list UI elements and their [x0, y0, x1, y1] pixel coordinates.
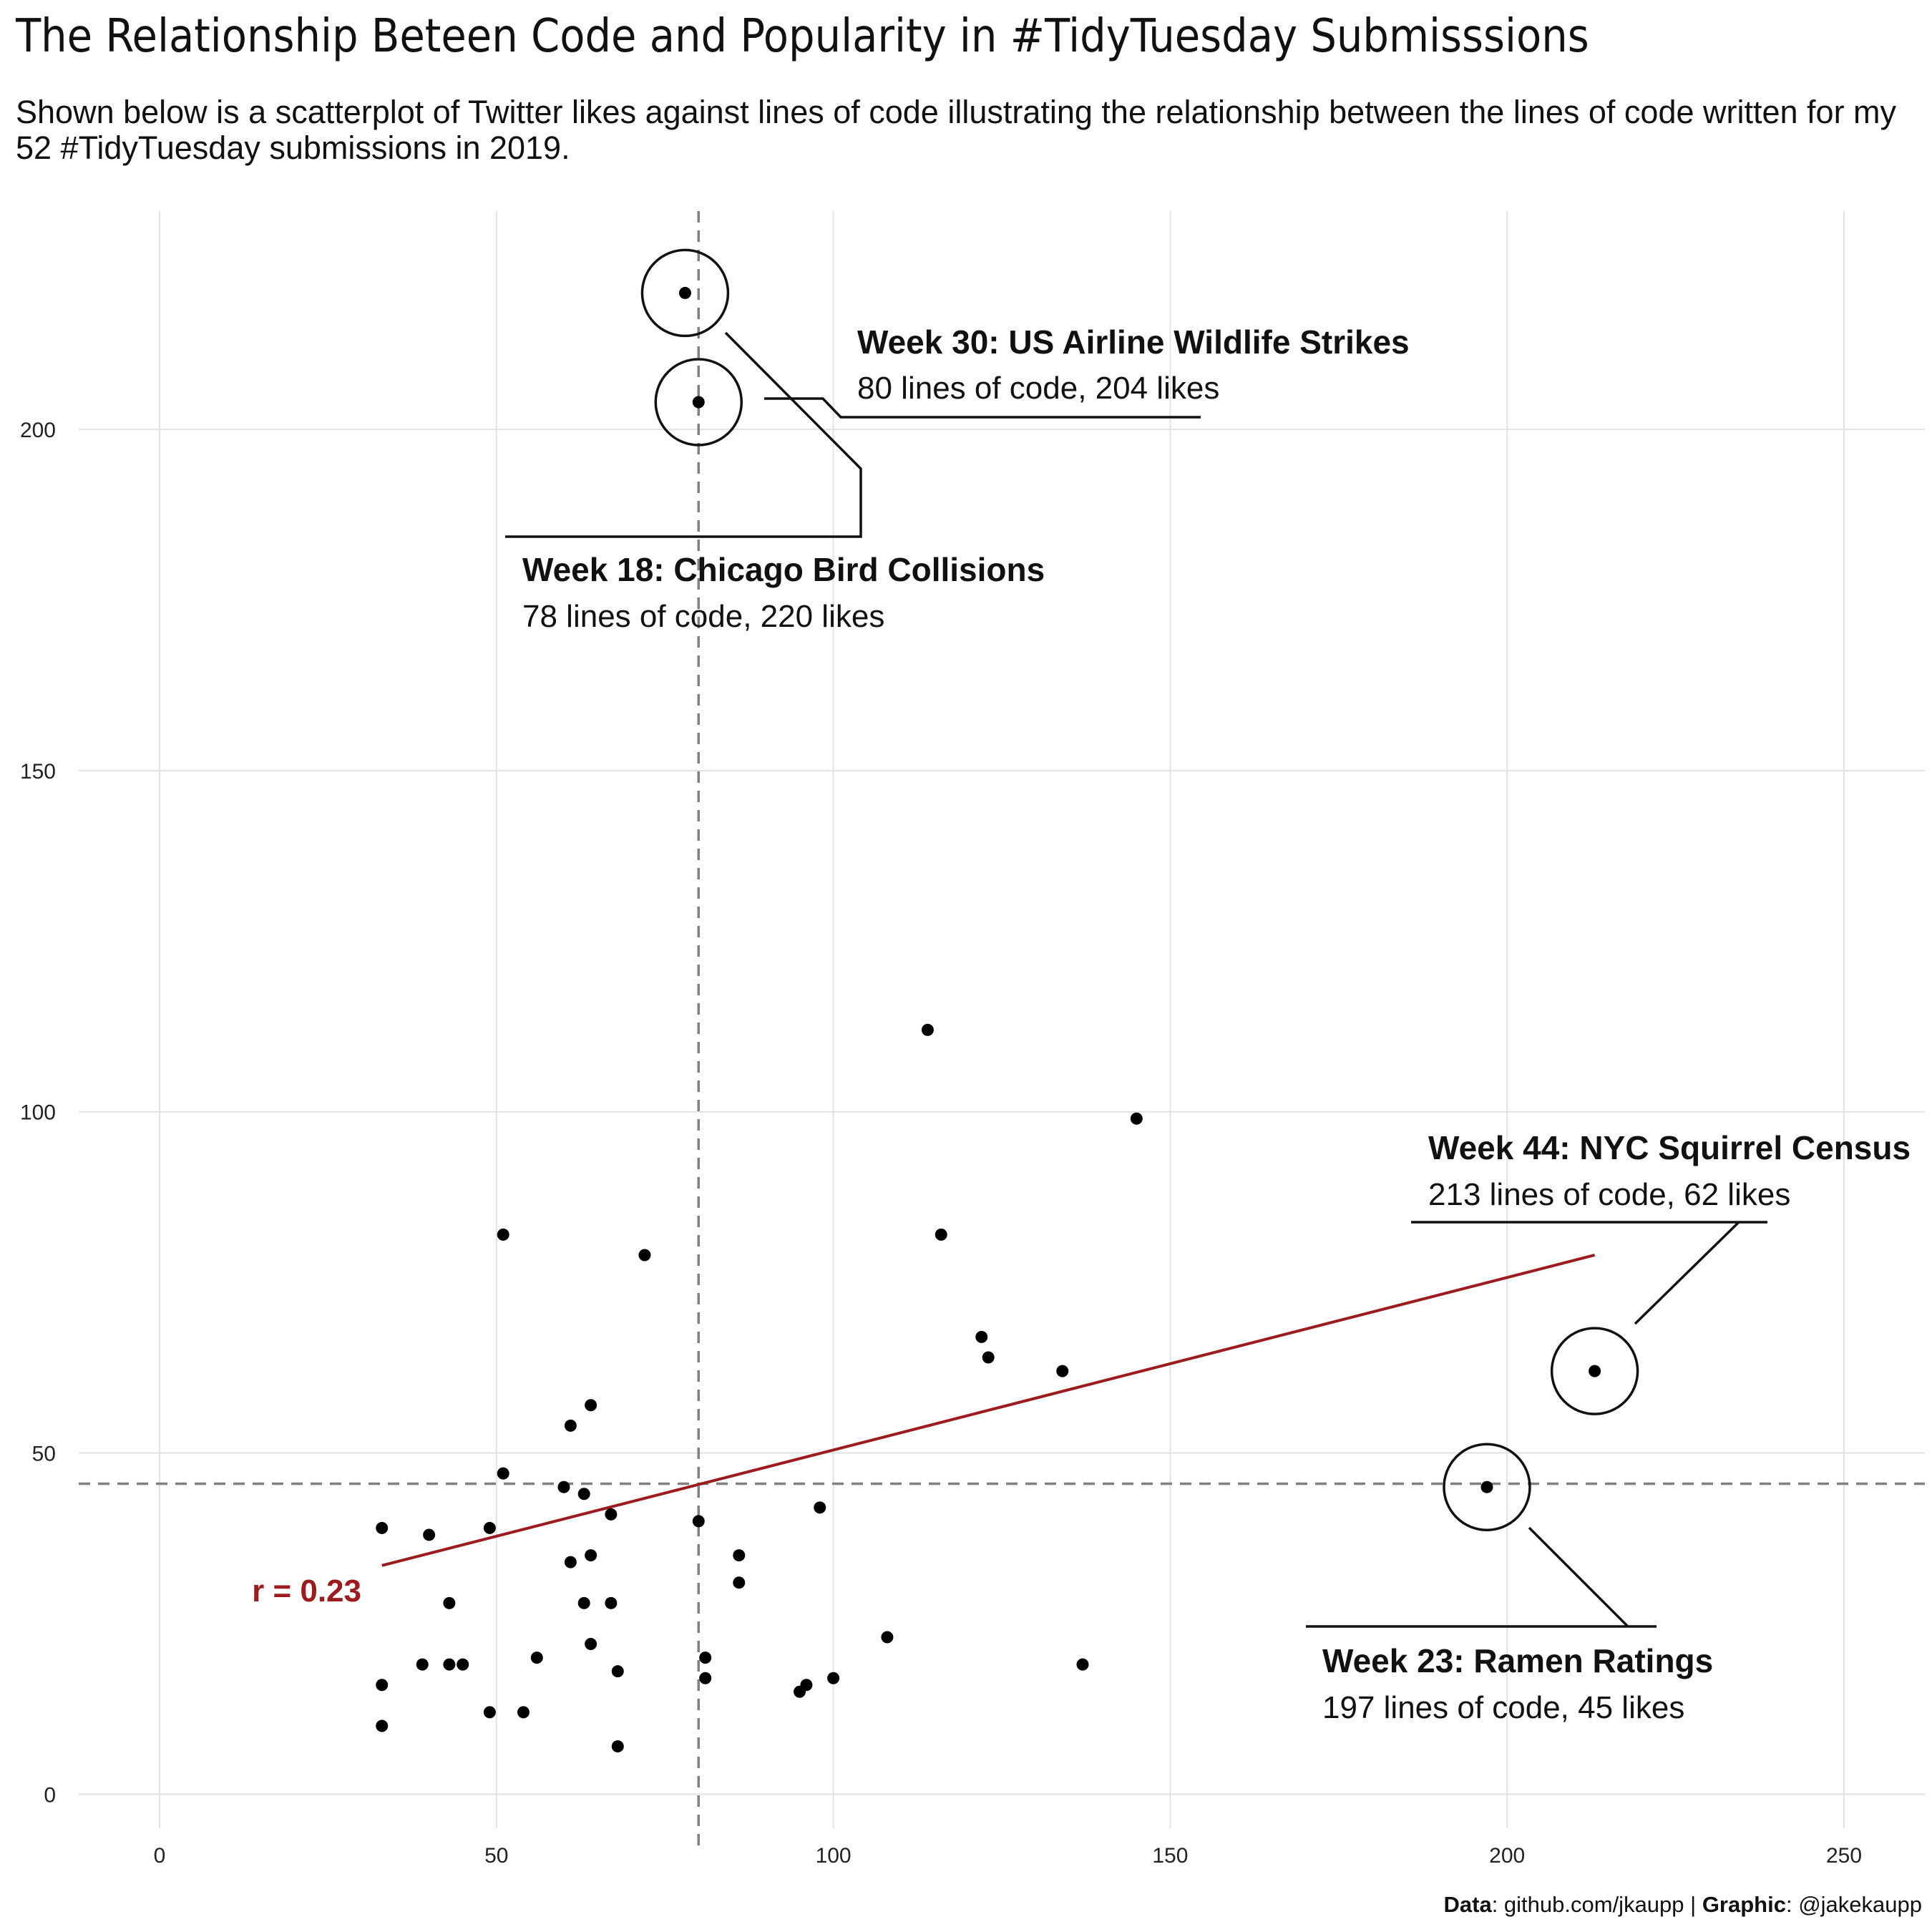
data-point [585, 1549, 597, 1562]
data-point [794, 1685, 806, 1698]
x-tick-label: 200 [1489, 1844, 1525, 1868]
data-point [517, 1706, 530, 1719]
data-point [483, 1706, 496, 1719]
data-point [376, 1521, 389, 1534]
y-tick-label: 0 [44, 1783, 56, 1807]
data-point [827, 1672, 840, 1684]
data-point [443, 1596, 456, 1609]
annotation-title: Week 30: US Airline Wildlife Strikes [857, 323, 1410, 361]
correlation-label: r = 0.23 [252, 1574, 361, 1609]
data-point [1056, 1365, 1069, 1377]
data-point [975, 1330, 988, 1343]
x-tick-label: 0 [154, 1844, 166, 1868]
annotation-leader-line [764, 397, 1201, 419]
data-point [416, 1658, 429, 1671]
highlight-ring [654, 358, 743, 447]
annotation-detail: 197 lines of code, 45 likes [1322, 1690, 1684, 1725]
data-point [935, 1228, 947, 1241]
annotation-title: Week 23: Ramen Ratings [1322, 1642, 1713, 1679]
annotation-leader-line [1411, 1221, 1767, 1325]
data-point [585, 1638, 597, 1651]
annotation-leader-line [505, 331, 862, 538]
data-point [585, 1399, 597, 1412]
data-point [814, 1501, 826, 1514]
annotation-detail: 213 lines of code, 62 likes [1428, 1177, 1790, 1212]
annotation-detail: 80 lines of code, 204 likes [857, 371, 1219, 406]
annotation-detail: 78 lines of code, 220 likes [522, 599, 884, 634]
data-point [699, 1652, 712, 1664]
data-points [376, 286, 1601, 1753]
data-point [1589, 1365, 1601, 1377]
caption-graphic-label: Graphic [1702, 1892, 1786, 1917]
data-point [1076, 1658, 1089, 1671]
y-tick-label: 150 [20, 760, 56, 784]
data-point [1130, 1112, 1143, 1125]
data-point [497, 1467, 509, 1480]
data-point [678, 286, 691, 299]
axis-tick-labels: 0 50 100 150 200 250 0 50 100 150 200 [20, 419, 1862, 1868]
data-point [611, 1740, 624, 1753]
data-point [638, 1249, 651, 1262]
y-tick-label: 50 [32, 1443, 56, 1466]
caption-data-value: : github.com/jkaupp | [1491, 1892, 1702, 1917]
data-point [530, 1652, 543, 1664]
x-tick-label: 150 [1152, 1844, 1188, 1868]
data-point [733, 1549, 746, 1562]
caption-data-label: Data [1443, 1892, 1492, 1917]
data-point [457, 1658, 469, 1671]
data-point [611, 1665, 624, 1678]
data-point [443, 1658, 456, 1671]
data-point [497, 1228, 509, 1241]
x-tick-label: 250 [1826, 1844, 1862, 1868]
highlight-ring [640, 248, 730, 338]
highlight-ring [1550, 1327, 1639, 1415]
y-tick-label: 200 [20, 419, 56, 442]
data-point [692, 1515, 705, 1528]
data-point [605, 1508, 618, 1521]
data-point [692, 396, 705, 409]
x-tick-label: 100 [816, 1844, 852, 1868]
data-point [564, 1556, 577, 1568]
median-reference-lines [79, 211, 1925, 1846]
y-tick-label: 100 [20, 1101, 56, 1125]
data-point [564, 1419, 577, 1432]
chart-subtitle: Shown below is a scatterplot of Twitter … [16, 94, 1897, 166]
chart-title: The Relationship Beteen Code and Popular… [16, 10, 1589, 63]
data-point [1480, 1480, 1493, 1493]
data-point [699, 1672, 712, 1684]
data-point [376, 1679, 389, 1692]
annotation-leader-line [1306, 1526, 1657, 1628]
data-point [577, 1596, 590, 1609]
data-point [577, 1488, 590, 1501]
data-point [733, 1576, 746, 1589]
data-point [483, 1521, 496, 1534]
caption: Data: github.com/jkaupp | Graphic: @jake… [1444, 1892, 1923, 1918]
data-point [376, 1719, 389, 1732]
annotation-title: Week 44: NYC Squirrel Census [1428, 1129, 1911, 1166]
caption-graphic-value: : @jakekaupp [1785, 1892, 1922, 1917]
data-point [557, 1480, 570, 1493]
highlight-ring [1443, 1443, 1531, 1531]
data-point [881, 1631, 894, 1644]
x-tick-label: 50 [484, 1844, 508, 1868]
data-point [982, 1351, 995, 1364]
annotation-layer: Week 30: US Airline Wildlife Strikes 80 l… [505, 248, 1911, 1725]
grid-lines [79, 211, 1925, 1828]
data-point [605, 1596, 618, 1609]
fit-line [381, 1254, 1596, 1567]
data-point [423, 1528, 436, 1541]
annotation-title: Week 18: Chicago Bird Collisions [522, 551, 1045, 588]
data-point [921, 1023, 934, 1036]
fit-line-layer: r = 0.23 [252, 1254, 1596, 1609]
